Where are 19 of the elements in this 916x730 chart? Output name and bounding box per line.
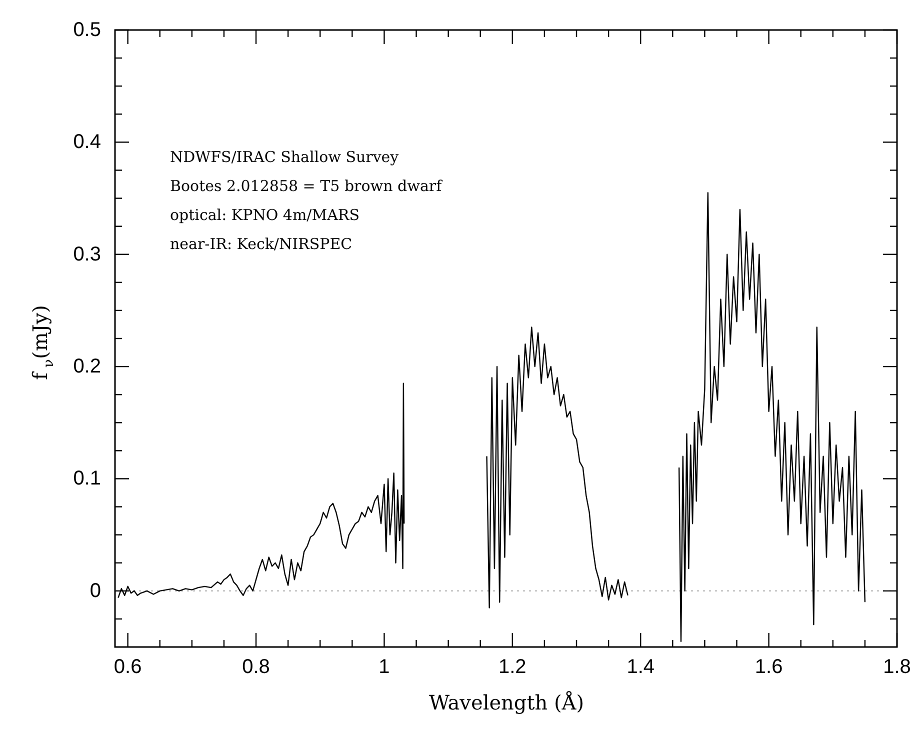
y-tick-label: 0.2 bbox=[73, 356, 101, 378]
annotation: Bootes 2.012858 = T5 brown dwarf bbox=[170, 177, 444, 195]
x-tick-label: 1 bbox=[378, 656, 390, 678]
y-tick-label: 0.1 bbox=[73, 468, 101, 490]
y-tick-label: 0 bbox=[90, 580, 101, 602]
x-tick-label: 1.4 bbox=[626, 656, 655, 678]
x-axis-title: Wavelength (Å) bbox=[428, 690, 584, 714]
annotation: optical: KPNO 4m/MARS bbox=[170, 206, 360, 224]
annotation: near-IR: Keck/NIRSPEC bbox=[170, 235, 352, 253]
x-tick-label: 1.8 bbox=[883, 656, 911, 678]
annotation: NDWFS/IRAC Shallow Survey bbox=[170, 148, 400, 166]
x-tick-label: 1.2 bbox=[498, 656, 526, 678]
x-tick-label: 0.6 bbox=[114, 656, 142, 678]
y-tick-label: 0.5 bbox=[73, 19, 101, 41]
y-tick-label: 0.4 bbox=[73, 131, 101, 154]
y-axis-title: fν(mJy) bbox=[28, 305, 57, 380]
x-tick-label: 1.6 bbox=[754, 656, 783, 678]
y-tick-label: 0.3 bbox=[73, 243, 101, 266]
x-tick-label: 0.8 bbox=[242, 656, 270, 678]
